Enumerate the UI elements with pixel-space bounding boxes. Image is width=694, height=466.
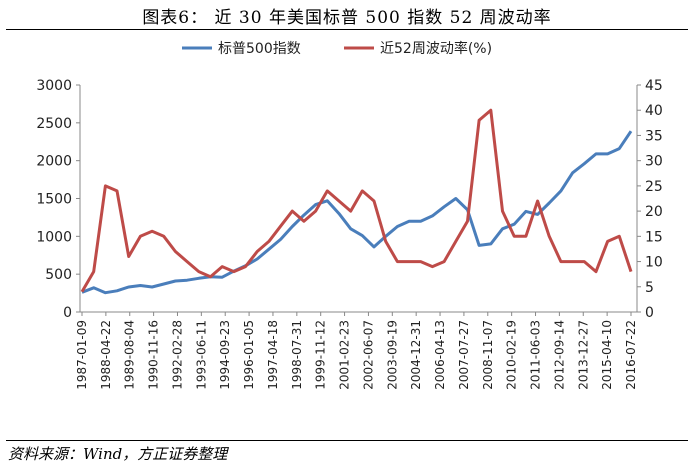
top-rule <box>6 29 688 30</box>
legend-label: 近52周波动率(%) <box>380 40 492 57</box>
source-note: 资料来源：Wind，方正证券整理 <box>8 445 228 463</box>
x-tick-label: 1997-04-18 <box>266 320 280 390</box>
right-tick-label: 20 <box>645 204 663 220</box>
x-tick-label: 2008-11-07 <box>481 320 495 390</box>
chart-lines <box>80 108 633 295</box>
x-tick-label: 1994-09-23 <box>218 320 232 390</box>
x-tick-label: 2016-07-22 <box>624 320 638 390</box>
x-tick-label: 2010-02-19 <box>505 320 519 390</box>
right-tick-label: 25 <box>645 179 663 195</box>
left-tick-label: 1000 <box>36 229 72 245</box>
left-tick-label: 1500 <box>36 192 72 208</box>
left-tick-label: 2500 <box>36 116 72 132</box>
x-tick-label: 1988-04-22 <box>99 320 113 390</box>
x-tick-label: 1996-01-05 <box>242 320 256 390</box>
x-tick-label: 1993-06-11 <box>194 320 208 390</box>
x-tick-label: 2011-06-03 <box>529 320 543 390</box>
left-tick-label: 0 <box>63 305 72 321</box>
right-tick-label: 15 <box>645 229 663 245</box>
x-tick-label: 1987-01-09 <box>75 320 89 390</box>
x-tick-label: 2015-04-10 <box>600 320 614 390</box>
right-tick-label: 5 <box>645 280 654 296</box>
right-tick-label: 10 <box>645 255 663 271</box>
x-tick-label: 2003-09-19 <box>385 320 399 390</box>
x-tick-label: 2007-07-27 <box>457 320 471 390</box>
x-tick-label: 2006-04-13 <box>433 320 447 390</box>
x-tick-label: 1998-07-31 <box>290 320 304 390</box>
left-tick-label: 2000 <box>36 154 72 170</box>
left-tick-label: 3000 <box>36 78 72 94</box>
series-line-index <box>81 130 633 295</box>
right-tick-label: 40 <box>645 103 663 119</box>
x-tick-label: 1990-11-16 <box>147 320 161 390</box>
x-tick-label: 2004-12-31 <box>409 320 423 390</box>
series-line-volatility <box>80 108 633 293</box>
legend-label: 标普500指数 <box>218 41 301 57</box>
x-tick-label: 1989-08-04 <box>123 320 137 390</box>
x-tick-label: 2001-02-23 <box>338 320 352 390</box>
figure-title: 图表6： 近 30 年美国标普 500 指数 52 周波动率 <box>142 8 552 28</box>
x-tick-label: 1999-11-12 <box>314 320 328 390</box>
right-tick-label: 0 <box>645 305 654 321</box>
bottom-rule <box>6 440 688 441</box>
right-tick-label: 45 <box>645 78 663 94</box>
right-tick-label: 30 <box>645 154 663 170</box>
axes: 0 500 1000 1500 2000 2500 3000 0 5 10 15 20 25 30 35 40… <box>36 78 662 390</box>
x-tick-label: 2012-09-14 <box>552 320 566 390</box>
x-tick-label: 2002-06-07 <box>361 320 375 390</box>
left-tick-label: 500 <box>45 267 72 283</box>
x-tick-label: 1992-02-28 <box>170 320 184 390</box>
x-tick-label: 2013-12-27 <box>576 320 590 390</box>
right-tick-label: 35 <box>645 128 663 144</box>
legend: 标普500指数 近52周波动率(%) <box>182 40 492 57</box>
